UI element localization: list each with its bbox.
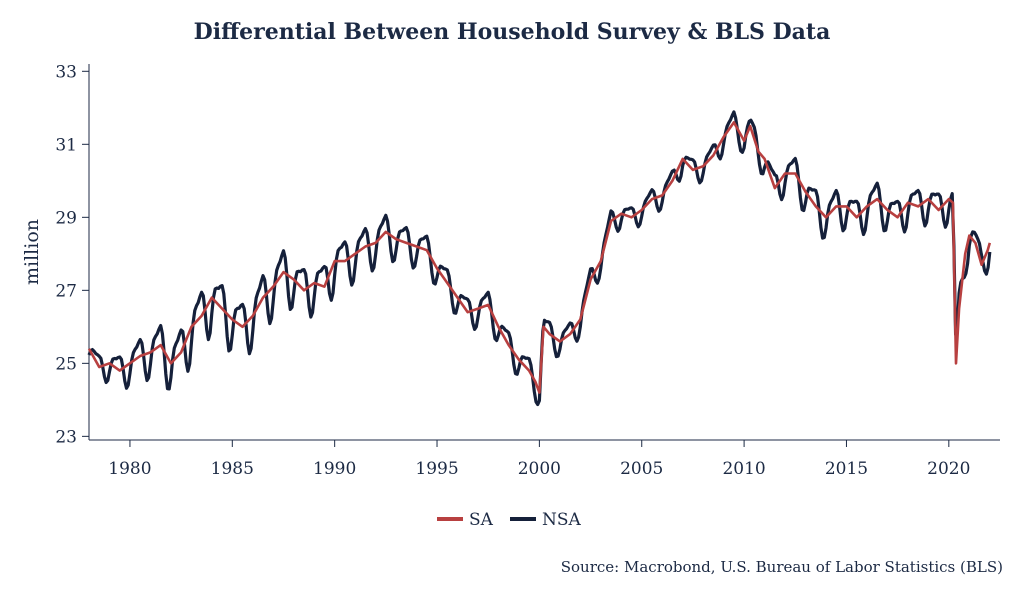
chart-title: Differential Between Household Survey & …: [194, 19, 831, 45]
x-tick-label-2020: 2020: [927, 459, 970, 479]
x-tick-label-1980: 1980: [108, 459, 151, 479]
x-tick-label-2015: 2015: [825, 459, 868, 479]
legend: SA NSA: [437, 510, 582, 530]
x-tick-label-2010: 2010: [722, 459, 765, 479]
y-axis: 23 25 27 29 31 33: [55, 62, 89, 447]
legend-label-sa: SA: [469, 510, 494, 530]
y-tick-label-23: 23: [55, 427, 77, 447]
y-tick-label-25: 25: [55, 354, 77, 374]
y-axis-label: million: [21, 219, 43, 285]
y-tick-label-27: 27: [55, 281, 77, 301]
x-tick-label-1990: 1990: [313, 459, 356, 479]
x-tick-label-1995: 1995: [415, 459, 458, 479]
legend-label-nsa: NSA: [542, 510, 582, 530]
series-line-sa: [87, 121, 992, 394]
source-note: Source: Macrobond, U.S. Bureau of Labor …: [561, 558, 1003, 576]
plot-area: [87, 110, 992, 407]
y-tick-label-29: 29: [55, 208, 77, 228]
x-axis: 1980 1985 1990 1995 2000 2005 2010 2015 2020: [108, 440, 970, 479]
series-line-nsa: [87, 110, 992, 407]
y-tick-label-31: 31: [55, 135, 77, 155]
y-tick-label-33: 33: [55, 62, 77, 82]
x-tick-label-2005: 2005: [620, 459, 663, 479]
x-tick-label-1985: 1985: [211, 459, 254, 479]
x-tick-label-2000: 2000: [518, 459, 561, 479]
